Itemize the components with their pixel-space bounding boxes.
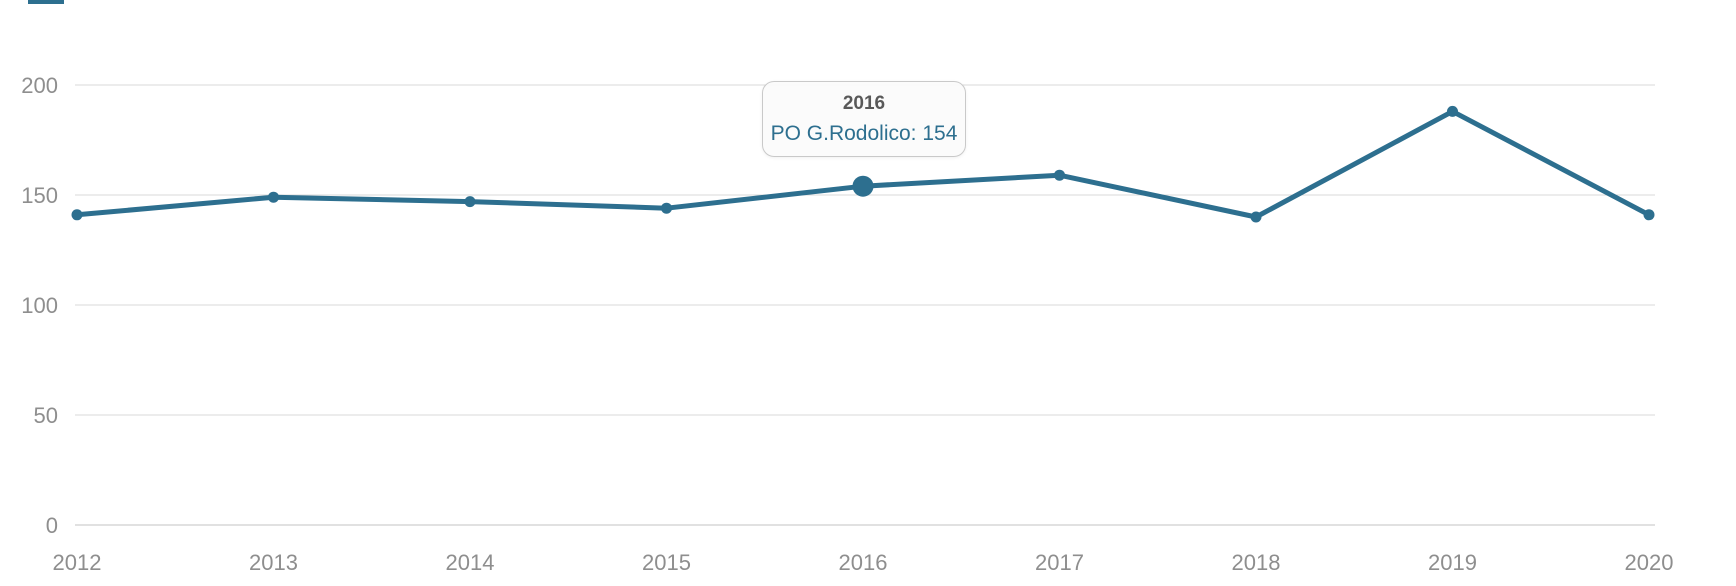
tooltip-value: PO G.Rodolico: 154	[770, 122, 958, 145]
top-edge-artifact	[28, 0, 64, 4]
x-tick-label-2015: 2015	[642, 550, 691, 575]
data-point-2015[interactable]	[661, 202, 672, 214]
data-point-2012[interactable]	[71, 209, 83, 221]
data-point-2016-hovered[interactable]	[852, 175, 874, 197]
tooltip: 2016 PO G.Rodolico: 154	[762, 81, 966, 157]
data-point-2013[interactable]	[268, 191, 279, 203]
data-point-2014[interactable]	[464, 196, 476, 208]
x-tick-label-2016: 2016	[839, 550, 888, 575]
tooltip-title: 2016	[842, 93, 886, 114]
x-tick-label-2019: 2019	[1428, 550, 1477, 575]
y-tick-label-0: 0	[46, 513, 58, 538]
y-tick-label-50: 50	[34, 403, 58, 428]
data-point-2017[interactable]	[1054, 169, 1065, 181]
data-point-2018[interactable]	[1250, 211, 1262, 223]
data-point-2019[interactable]	[1447, 105, 1458, 117]
series-layer	[71, 105, 1655, 223]
y-tick-label-150: 150	[21, 183, 58, 208]
x-tick-label-2018: 2018	[1232, 550, 1281, 575]
x-tick-label-2012: 2012	[53, 550, 102, 575]
y-tick-label-100: 100	[21, 293, 58, 318]
x-tick-label-2017: 2017	[1035, 550, 1084, 575]
data-point-2020[interactable]	[1643, 209, 1655, 221]
x-tick-label-2020: 2020	[1625, 550, 1674, 575]
x-tick-label-2014: 2014	[446, 550, 495, 575]
x-tick-label-2013: 2013	[249, 550, 298, 575]
axis-label-layer: 0 50 100 150 200 2012 2013 2014 2015 2016 2017 2018…	[21, 73, 1673, 575]
y-tick-label-200: 200	[21, 73, 58, 98]
